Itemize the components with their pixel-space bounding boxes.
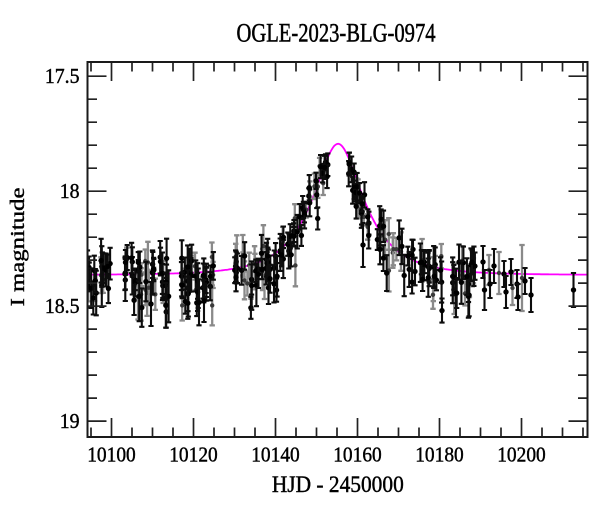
- svg-text:10200: 10200: [497, 444, 545, 467]
- svg-text:18: 18: [60, 181, 80, 204]
- svg-text:10100: 10100: [87, 444, 135, 467]
- svg-text:10120: 10120: [169, 444, 217, 467]
- svg-text:10160: 10160: [333, 444, 381, 467]
- svg-text:HJD - 2450000: HJD - 2450000: [272, 471, 404, 497]
- svg-text:19: 19: [60, 411, 80, 434]
- svg-text:10140: 10140: [251, 444, 299, 467]
- svg-text:10180: 10180: [415, 444, 463, 467]
- svg-text:I magnitude: I magnitude: [7, 187, 29, 306]
- svg-text:OGLE-2023-BLG-0974: OGLE-2023-BLG-0974: [236, 19, 435, 48]
- svg-text:18.5: 18.5: [45, 296, 80, 319]
- svg-text:17.5: 17.5: [45, 66, 80, 89]
